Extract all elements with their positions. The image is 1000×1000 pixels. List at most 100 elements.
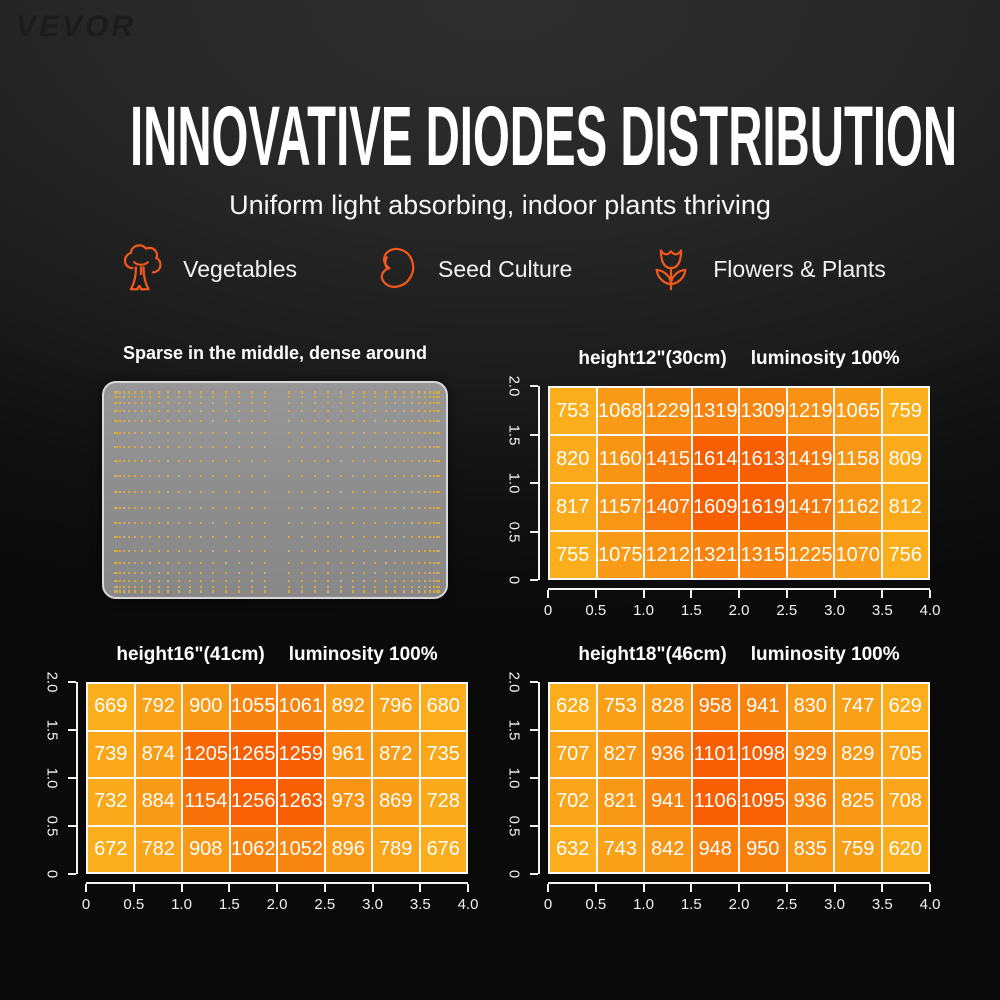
diode-dot [200, 591, 203, 593]
diode-dot [327, 589, 330, 592]
diode-dot [128, 395, 131, 398]
diode-dot [417, 395, 420, 398]
x-tick-mark [276, 884, 278, 892]
x-tick-mark [323, 884, 326, 892]
diode-dot [394, 420, 397, 423]
x-tick-label: 1.0 [633, 602, 654, 619]
diode-dot [327, 460, 330, 463]
diode-dot [432, 410, 435, 413]
heatmap-grid: 628 753 828 958 941 830 747 629 707 827 936 1101 109… [548, 682, 930, 874]
y-tick-label: 1.0 [505, 472, 523, 494]
diode-dot [363, 536, 366, 539]
diode-dot [384, 401, 387, 404]
feature-label: Vegetables [183, 255, 297, 282]
diode-dot [177, 580, 180, 583]
diode-dot [417, 392, 420, 395]
diode-dot [363, 432, 366, 435]
diode-dot [128, 432, 131, 435]
diode-dot [200, 401, 203, 404]
diode-dot [410, 580, 413, 583]
diode-dot [374, 589, 377, 592]
diode-dot [149, 491, 152, 493]
diode-dot [212, 589, 215, 592]
heatmap-cell: 958 [692, 684, 738, 730]
diode-dot [363, 445, 366, 448]
diode-dot [288, 401, 291, 404]
diode-dot [339, 391, 342, 393]
diode-dot [374, 506, 377, 509]
diode-dot [314, 571, 317, 574]
diode-dot [157, 580, 160, 583]
diode-dot [157, 432, 160, 435]
heatmap-cell: 821 [597, 779, 643, 825]
diode-dot [177, 460, 180, 463]
heatmap-cell: 941 [740, 684, 786, 730]
diode-dot [394, 589, 397, 592]
diode-dot [363, 460, 366, 463]
diode-dot [437, 571, 440, 574]
diode-dot [212, 395, 215, 398]
diode-dot [428, 460, 431, 463]
x-tick-label: 3.0 [824, 602, 845, 619]
diode-dot [123, 561, 126, 564]
diode-dot [301, 571, 304, 574]
diode-dot [314, 410, 317, 413]
diode-panel-title: Sparse in the middle, dense around [122, 343, 428, 363]
diode-dot [128, 561, 131, 564]
y-tick-mark [530, 482, 538, 484]
y-tick-label: 0 [505, 869, 523, 879]
x-tick-mark [690, 884, 693, 892]
diode-dot [250, 591, 253, 593]
diode-dot [435, 392, 438, 395]
diode-dot [374, 445, 377, 448]
diode-dot [351, 475, 354, 478]
diode-dot [114, 586, 117, 589]
x-tick-mark [85, 884, 87, 892]
diode-dot [200, 580, 203, 583]
diode-dot [250, 580, 253, 583]
diode-dot [288, 420, 291, 423]
diode-dot [123, 392, 126, 395]
diode-dot [188, 445, 191, 448]
diode-dot [177, 586, 180, 589]
x-tick-label: 0 [81, 896, 91, 913]
diode-dot [114, 521, 117, 524]
heatmap-cell: 628 [550, 684, 596, 730]
diode-dot [423, 506, 426, 509]
diode-dot [188, 392, 191, 395]
diode-dot [363, 420, 366, 423]
x-tick-mark [419, 884, 422, 892]
diode-dot [237, 395, 240, 398]
diode-dot [114, 420, 117, 423]
diode-dot [314, 445, 317, 448]
diode-dot [417, 420, 420, 423]
y-tick-mark [530, 530, 538, 533]
heatmap-cell: 753 [597, 684, 643, 730]
diode-dot [123, 506, 126, 509]
diode-dot [149, 589, 152, 592]
diode-dot [177, 536, 180, 539]
diode-dot [114, 589, 117, 592]
heatmap-cell: 1609 [692, 484, 738, 530]
diode-dot [149, 420, 152, 423]
heatmap-cell: 1419 [787, 436, 833, 482]
x-tick-mark [785, 884, 788, 892]
x-tick-mark [833, 884, 836, 892]
heatmap-cell: 1212 [645, 532, 691, 578]
diode-dot [128, 580, 131, 583]
diode-dot [263, 580, 266, 583]
diode-dot [363, 391, 366, 393]
diode-dot [157, 586, 160, 589]
diode-dot [128, 391, 131, 393]
diode-dot [250, 571, 253, 574]
diode-dot [402, 401, 405, 404]
x-tick-mark [785, 590, 788, 598]
diode-dot [128, 536, 131, 539]
diode-dot [327, 395, 330, 398]
diode-dot [116, 475, 119, 478]
diode-dot [374, 420, 377, 423]
diode-dot [339, 506, 342, 509]
diode-dot [417, 580, 420, 583]
diode-dot [119, 549, 122, 552]
diode-dot [363, 491, 366, 493]
